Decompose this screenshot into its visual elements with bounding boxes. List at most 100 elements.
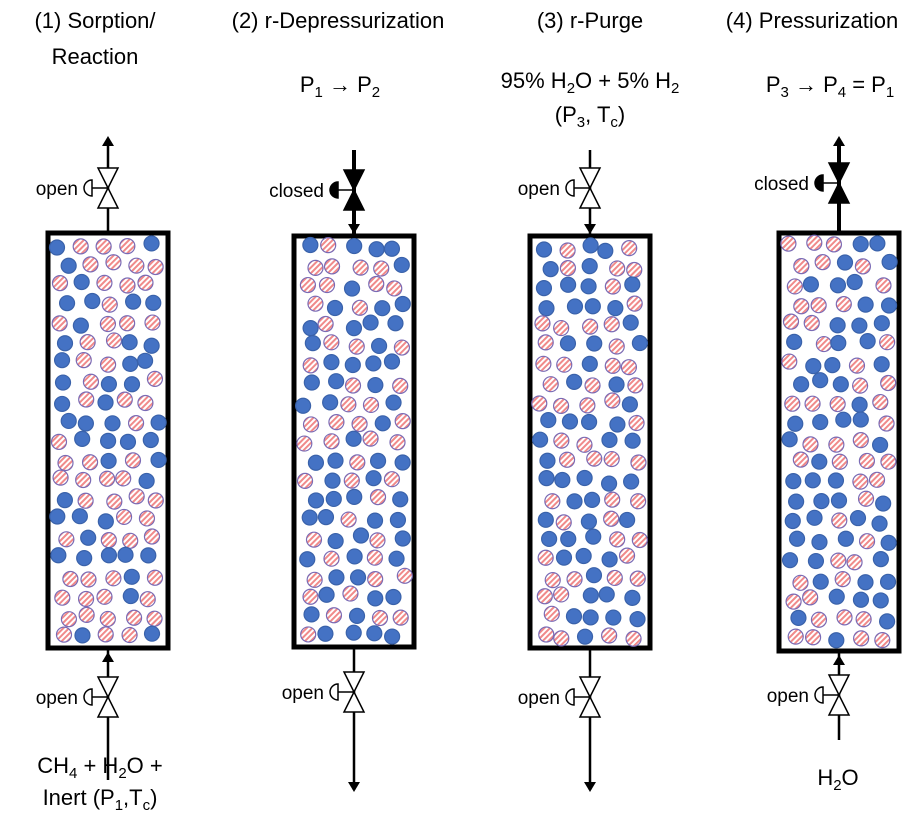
sorbent-particle	[365, 355, 382, 372]
sorbent-particle	[119, 433, 137, 451]
sorbent-particle	[624, 432, 641, 449]
bottom-note-part: Inert (P	[43, 785, 115, 810]
catalyst-particle	[119, 238, 136, 255]
sorbent-particle	[71, 508, 88, 525]
sorbent-particle	[784, 512, 801, 530]
sorbent-particle	[385, 394, 402, 411]
catalyst-particle	[383, 471, 401, 488]
sorbent-particle	[807, 552, 825, 570]
sorbent-particle	[852, 591, 870, 608]
catalyst-particle	[386, 280, 403, 297]
catalyst-particle	[537, 549, 554, 566]
catalyst-particle	[625, 630, 642, 647]
catalyst-particle	[608, 338, 625, 355]
catalyst-particle	[543, 605, 560, 622]
sorbent-particle	[73, 273, 90, 291]
top-note-part: → P	[789, 72, 838, 97]
catalyst-particle	[75, 471, 92, 489]
catalyst-particle	[793, 298, 810, 315]
catalyst-particle	[137, 274, 154, 291]
catalyst-particle	[98, 470, 116, 487]
catalyst-particle	[82, 373, 100, 390]
catalyst-particle	[792, 451, 809, 468]
sorbent-particle	[790, 609, 807, 626]
catalyst-particle	[537, 334, 554, 351]
top-note-sub: 3	[781, 84, 789, 101]
catalyst-particle	[299, 276, 317, 294]
catalyst-particle	[105, 570, 122, 587]
catalyst-particle	[318, 276, 336, 294]
catalyst-particle	[100, 531, 117, 549]
sorbent-particle	[122, 355, 139, 372]
sorbent-particle	[576, 628, 594, 645]
sorbent-particle	[303, 374, 320, 391]
sorbent-particle	[873, 356, 890, 373]
catalyst-particle	[143, 528, 161, 545]
sorbent-particle	[582, 587, 599, 604]
catalyst-particle	[54, 589, 71, 606]
catalyst-particle	[630, 454, 647, 471]
catalyst-particle	[343, 472, 360, 489]
sorbent-particle	[624, 276, 641, 293]
sorbent-particle	[619, 511, 636, 529]
valve-actuator	[329, 683, 339, 701]
catalyst-particle	[340, 511, 357, 528]
catalyst-particle	[144, 314, 161, 331]
sorbent-particle	[388, 550, 405, 567]
catalyst-particle	[576, 436, 593, 453]
sorbent-particle	[76, 550, 93, 567]
catalyst-particle	[127, 415, 145, 432]
catalyst-particle	[52, 469, 69, 486]
catalyst-particle	[342, 585, 359, 602]
catalyst-particle	[792, 574, 809, 591]
catalyst-particle	[349, 454, 366, 471]
catalyst-particle	[558, 451, 576, 468]
catalyst-particle	[128, 488, 145, 505]
sorbent-particle	[299, 551, 316, 568]
valve-actuator	[83, 179, 93, 197]
sorbent-particle	[53, 395, 71, 413]
top-note-part: P	[766, 72, 781, 97]
catalyst-particle	[60, 611, 78, 628]
sorbent-particle	[582, 609, 599, 626]
top-note-part: → P	[323, 72, 372, 97]
catalyst-particle	[584, 377, 601, 394]
sorbent-particle	[345, 430, 362, 447]
top-note: 95% H2O + 5% H2	[501, 68, 680, 97]
sorbent-particle	[352, 527, 370, 544]
arrow-head	[102, 136, 114, 146]
sorbent-particle	[537, 511, 554, 528]
catalyst-particle	[536, 588, 553, 605]
sorbent-particle	[830, 492, 848, 509]
valve-label: open	[767, 686, 809, 707]
catalyst-particle	[810, 297, 827, 314]
catalyst-particle	[367, 571, 384, 588]
sorbent-particle	[542, 261, 559, 278]
sorbent-particle	[623, 473, 640, 490]
sorbent-particle	[369, 452, 387, 469]
sorbent-particle	[781, 552, 799, 569]
valve-actuator	[83, 688, 93, 706]
catalyst-particle	[631, 531, 648, 549]
top-note-sub: 2	[567, 80, 575, 97]
bottom-note-sub: 4	[69, 765, 77, 782]
sorbent-particle	[873, 315, 890, 332]
catalyst-particle	[630, 493, 647, 510]
catalyst-particle	[348, 338, 365, 355]
sorbent-particle	[849, 509, 867, 527]
catalyst-particle	[77, 590, 95, 608]
sorbent-particle	[581, 258, 598, 275]
sorbent-particle	[368, 241, 385, 258]
catalyst-particle	[302, 357, 319, 374]
catalyst-particle	[836, 609, 853, 626]
sorbent-particle	[136, 352, 154, 369]
catalyst-particle	[115, 508, 133, 526]
sorbent-particle	[583, 491, 601, 508]
stage-title: (1) Sorption/	[34, 8, 156, 33]
top-note-part: , T	[585, 102, 610, 127]
top-note-sub: 2	[671, 80, 679, 97]
sorbent-particle	[121, 334, 138, 351]
catalyst-particle	[82, 256, 99, 273]
catalyst-particle	[96, 274, 113, 291]
